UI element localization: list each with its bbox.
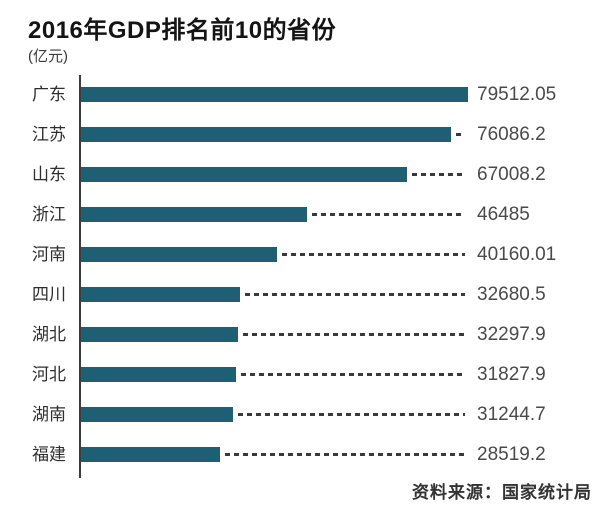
y-axis-line [79,75,81,478]
bar-track [81,195,468,235]
leader-dashed-line [224,453,465,456]
bar [81,327,239,342]
category-label: 河南 [32,245,66,264]
leader-dashed-line [240,373,465,376]
chart-title: 2016年GDP排名前10的省份 [28,17,337,44]
bar [81,87,468,102]
bar-track [81,115,468,155]
value-label: 31244.7 [477,404,546,425]
bar-row: 河南 40160.01 [0,235,605,275]
bar-row: 江苏 76086.2 [0,115,605,155]
bar-row: 山东 67008.2 [0,155,605,195]
bar-track [81,155,468,195]
value-label: 28519.2 [477,444,546,465]
bar-row: 浙江 46485 [0,195,605,235]
bar-row: 福建 28519.2 [0,435,605,475]
value-label: 40160.01 [477,244,557,265]
leader-dashed-line [312,213,465,216]
category-label: 湖南 [32,405,66,424]
bar-row: 河北 31827.9 [0,355,605,395]
bar-row: 湖北 32297.9 [0,315,605,355]
bar [81,167,408,182]
bar [81,287,241,302]
leader-dashed-line [243,333,465,336]
value-label: 67008.2 [477,164,546,185]
leader-dashed-line [238,413,465,416]
value-label: 76086.2 [477,124,546,145]
bar-row: 湖南 31244.7 [0,395,605,435]
category-label: 湖北 [32,325,66,344]
bar-row: 四川 32680.5 [0,275,605,315]
bar-track [81,395,468,435]
value-label: 32680.5 [477,284,546,305]
value-label: 32297.9 [477,324,546,345]
bar-track [81,355,468,395]
bar-track [81,235,468,275]
category-label: 福建 [32,445,66,464]
bar [81,247,277,262]
leader-dashed-line [281,253,465,256]
bar [81,407,234,422]
unit-label: (亿元) [28,48,68,65]
category-label: 广东 [32,85,66,104]
data-source-note: 资料来源：国家统计局 [412,483,592,502]
category-label: 山东 [32,165,66,184]
bar [81,447,220,462]
leader-dashed-line [412,173,465,176]
plot-area: 广东 79512.05 江苏 76086.2 山东 67008.2 浙江 46485 河南 401… [0,75,605,478]
bar [81,207,308,222]
bar [81,367,236,382]
category-label: 河北 [32,365,66,384]
leader-dashed-line [456,133,465,136]
bar-track [81,435,468,475]
value-label: 46485 [477,204,530,225]
category-label: 四川 [32,285,66,304]
bar-track [81,75,468,115]
category-label: 江苏 [32,125,66,144]
category-label: 浙江 [32,205,66,224]
value-label: 79512.05 [477,84,557,105]
bar-track [81,315,468,355]
bar-track [81,275,468,315]
bar-row: 广东 79512.05 [0,75,605,115]
leader-dashed-line [245,293,465,296]
bar [81,127,452,142]
value-label: 31827.9 [477,364,546,385]
